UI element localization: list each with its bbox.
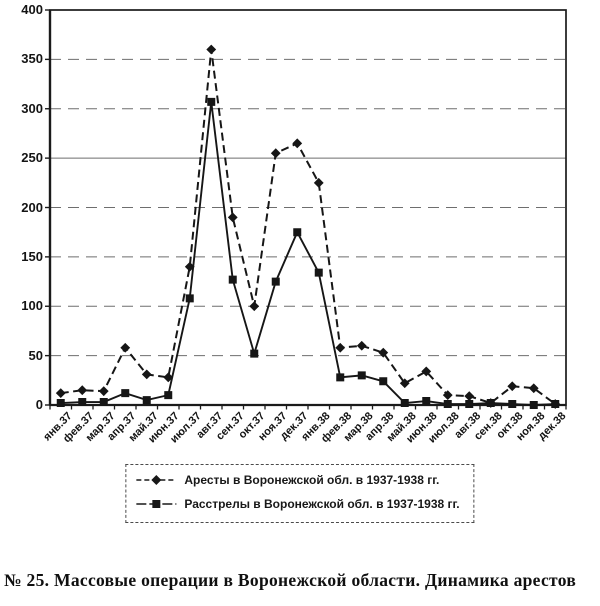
solid-line-square-marker-icon [136,500,177,508]
dashed-line-diamond-marker-icon [136,475,177,485]
legend-label-executions: Расстрелы в Воронежской обл. в 1937-1938… [184,497,460,511]
series-line-arrests [60,49,556,405]
legend-item-executions: Расстрелы в Воронежской обл. в 1937-1938… [135,497,460,511]
legend-item-arrests: Аресты в Воронежской обл. в 1937-1938 гг… [135,473,459,487]
figure-caption: № 25. Массовые операции в Воронежской об… [4,570,577,590]
plot-canvas [45,9,567,410]
chart-legend: Аресты в Воронежской обл. в 1937-1938 гг… [125,464,475,523]
legend-label-arrests: Аресты в Воронежской обл. в 1937-1938 гг… [184,473,440,487]
